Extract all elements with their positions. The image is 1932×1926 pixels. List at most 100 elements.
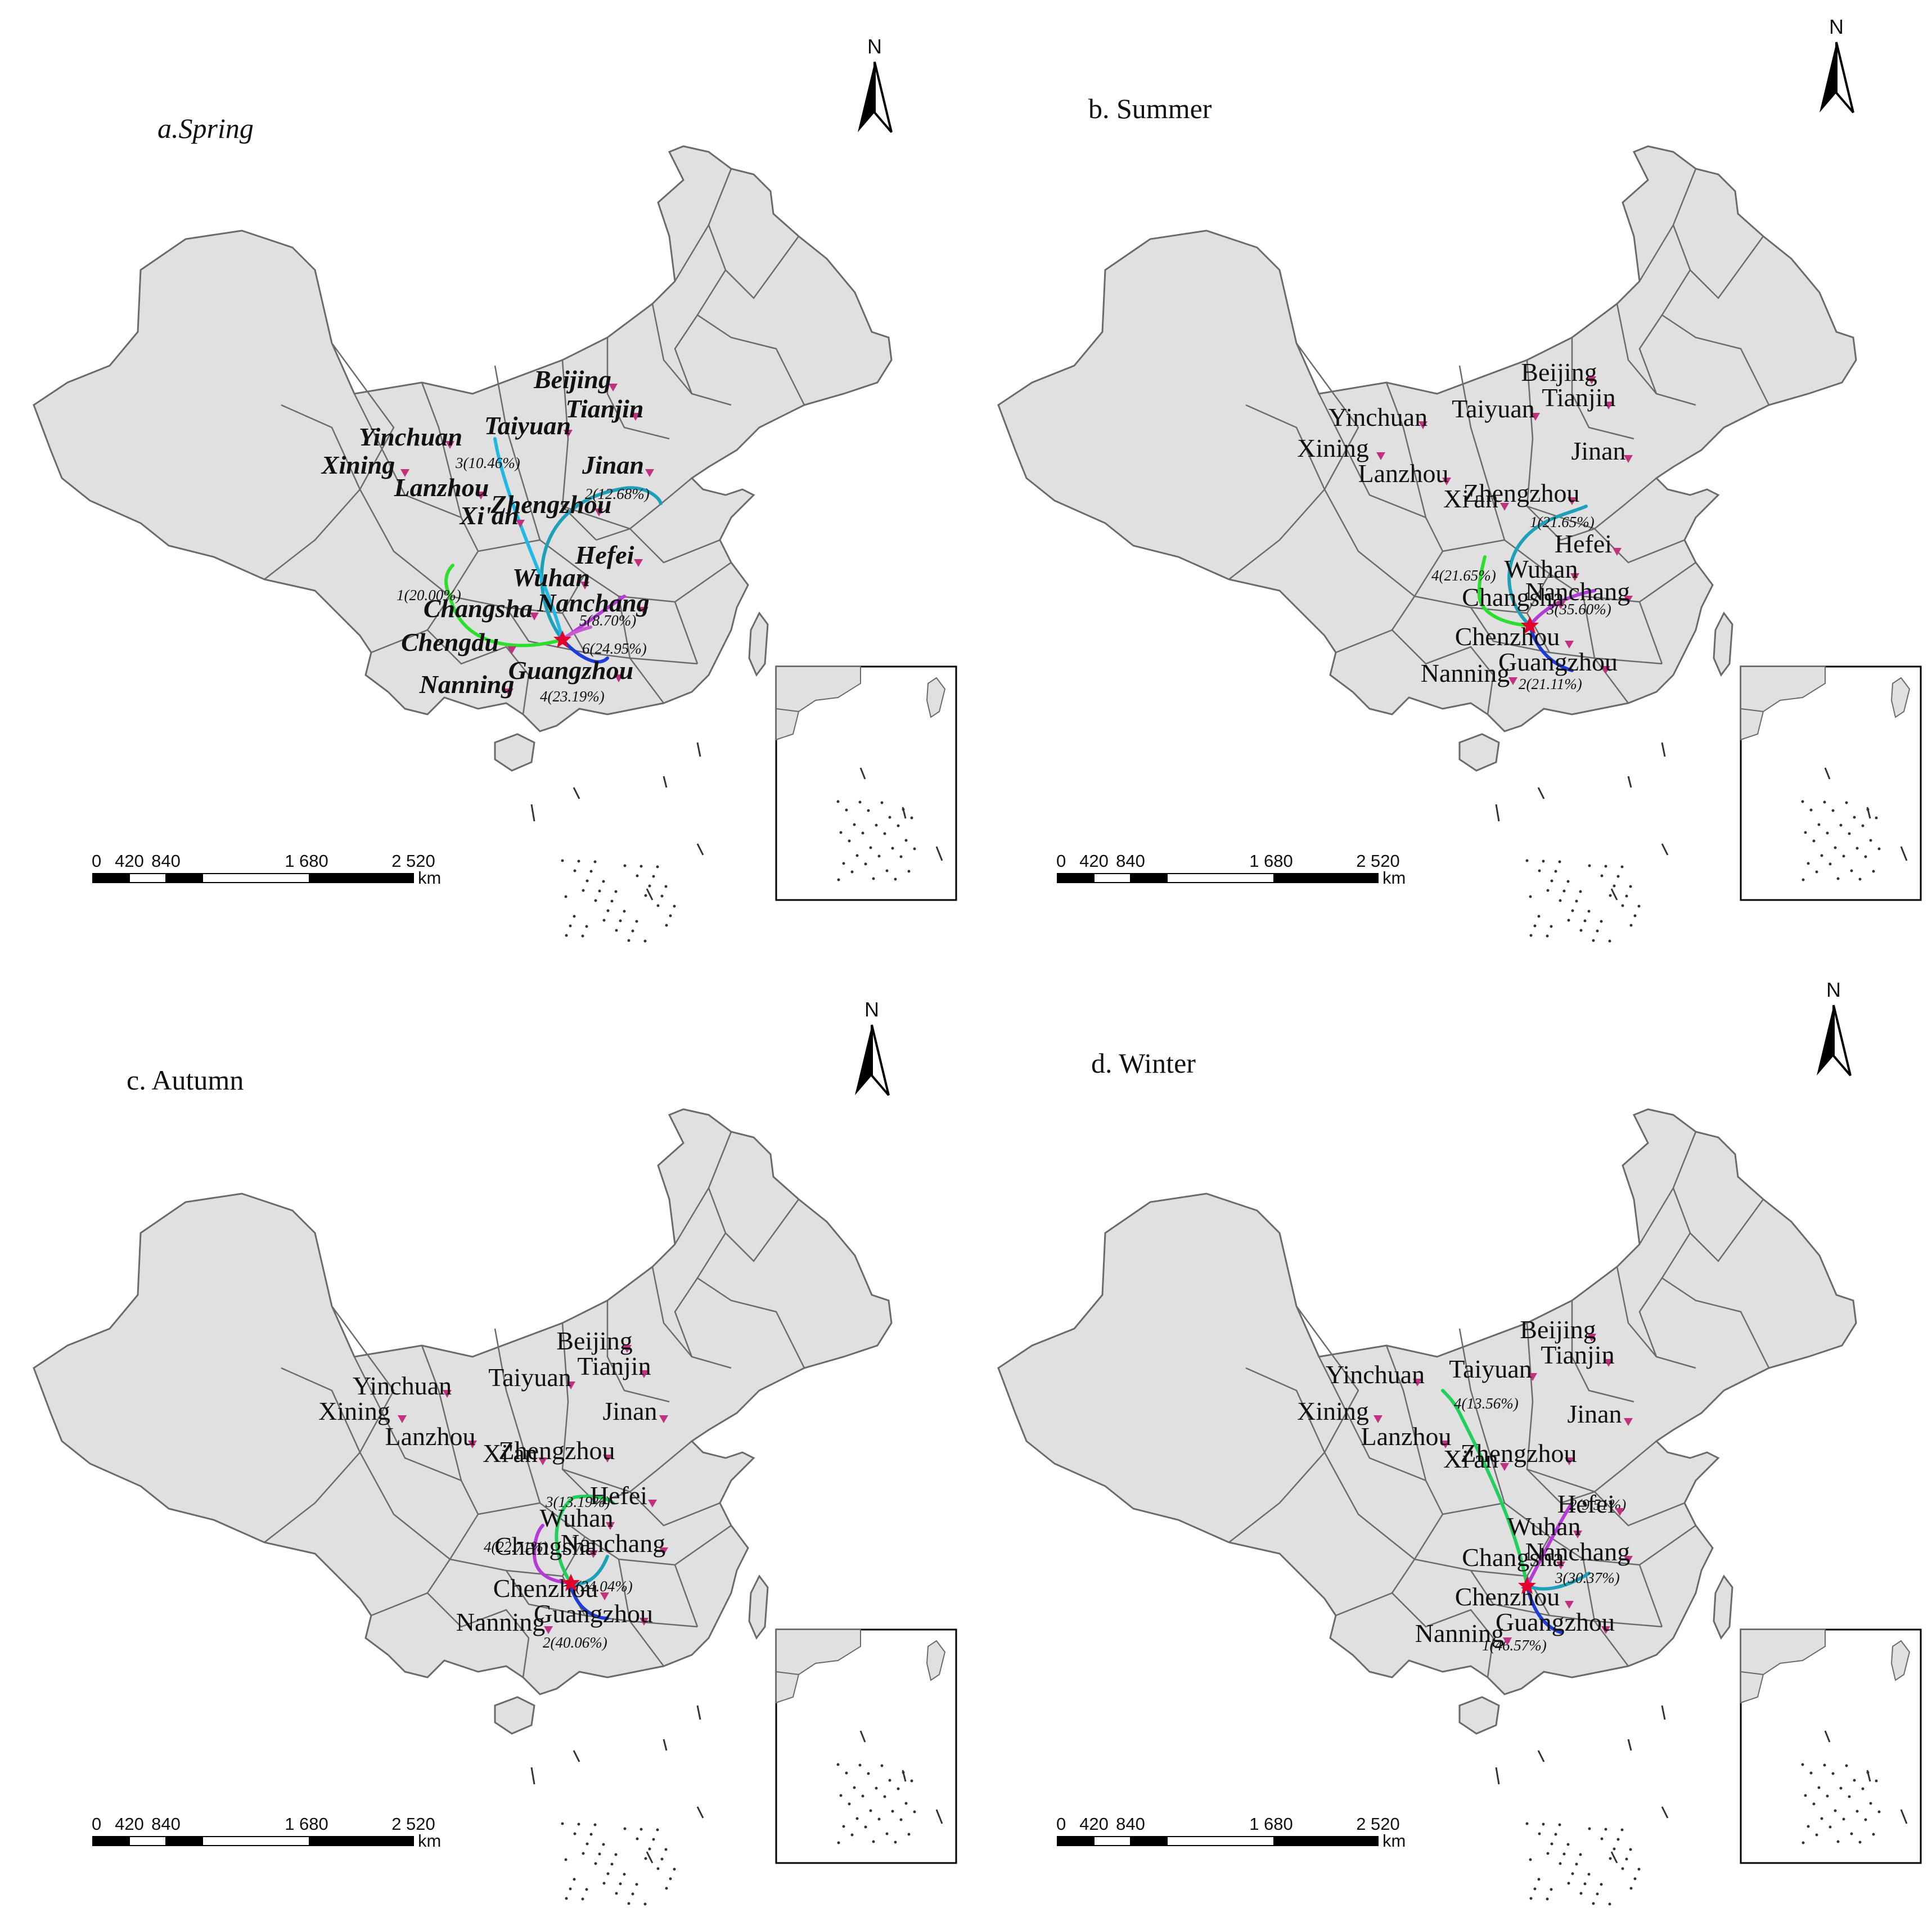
city-marker-icon [1565, 1457, 1574, 1465]
city-label: Beijing [1520, 1315, 1596, 1344]
city-marker-icon [1568, 497, 1577, 505]
city-label: Chenzhou [1455, 622, 1560, 651]
city-marker-icon [659, 1415, 668, 1423]
city-marker-icon [580, 582, 589, 590]
taiwan-island [748, 612, 769, 676]
city-marker-icon [1442, 478, 1451, 485]
city-label: Beijing [533, 365, 611, 394]
city-marker-icon [1624, 455, 1633, 463]
city-label: Xi'an [459, 501, 519, 530]
city-label: Changsha [494, 1532, 596, 1560]
city-marker-icon [443, 1390, 452, 1398]
city-label: Zhengzhou [1463, 479, 1580, 507]
trajectory-2-label: 2(12.68%) [585, 485, 650, 502]
city-marker-icon [1373, 1415, 1382, 1423]
city-label: Taiyuan [1452, 394, 1535, 423]
city-label: Zhengzhou [490, 490, 612, 519]
city-marker-icon [1508, 677, 1517, 685]
north-arrow-icon: N [1817, 978, 1852, 1077]
trajectory-4-label: 4(13.56%) [1454, 1395, 1519, 1412]
city-label: Hefei [590, 1481, 647, 1510]
south-china-sea-inset [775, 665, 957, 901]
city-marker-icon [1624, 1556, 1633, 1564]
city-marker-icon [1376, 452, 1385, 460]
city-label: Changsha [1462, 1543, 1564, 1572]
city-marker-icon [631, 413, 640, 421]
trajectory-3-path [1528, 589, 1596, 627]
city-label: Tianjin [1542, 383, 1615, 412]
scale-tick-label: 1 680 [285, 1814, 328, 1834]
city-label: Hefei [1557, 1490, 1615, 1518]
city-label: Nanning [456, 1608, 545, 1636]
city-label: Tianjin [1541, 1340, 1614, 1369]
trajectory-3-path [493, 437, 564, 641]
hainan-island [1458, 1696, 1500, 1735]
scale-tick-label: 1 680 [1249, 1814, 1293, 1834]
city-label: Tianjin [577, 1352, 651, 1380]
city-marker-icon [623, 1345, 632, 1353]
city-label: Taiyuan [488, 1363, 571, 1392]
city-label: Nanning [1415, 1619, 1504, 1648]
city-label: Guangzhou [508, 656, 633, 685]
north-arrow-icon: N [1820, 15, 1854, 114]
trajectory-2-path [540, 486, 663, 641]
scale-unit-label: km [1382, 1831, 1406, 1851]
city-marker-icon [648, 1500, 657, 1508]
city-marker-icon [640, 1618, 648, 1626]
city-label: Yinchuan [1326, 1360, 1425, 1389]
city-label: Jinan [582, 451, 644, 479]
scale-tick-label: 1 680 [285, 851, 328, 871]
city-marker-icon [400, 469, 409, 477]
hainan-island [494, 733, 535, 772]
south-sea-dashes [1495, 742, 1669, 943]
trajectory-3-label: 3(13.19%) [545, 1493, 610, 1510]
city-label: Xining [1297, 434, 1369, 462]
city-label: Jinan [602, 1397, 657, 1425]
city-label: Wuhan [1505, 555, 1578, 583]
trajectory-1-path [444, 564, 564, 647]
city-label: Jinan [1567, 1400, 1622, 1428]
trajectory-1-path [1507, 505, 1588, 627]
city-label: Chenzhou [1455, 1582, 1560, 1611]
south-china-sea-inset [1740, 1628, 1922, 1864]
scale-tick-label: 2 520 [391, 1814, 435, 1834]
city-label: Wuhan [540, 1504, 614, 1532]
city-marker-icon [1601, 666, 1610, 674]
city-label: Xining [321, 451, 395, 479]
trajectory-2-label: 2(40.06%) [543, 1634, 607, 1651]
trajectory-2-path [569, 1581, 609, 1620]
source-star-icon [553, 631, 571, 648]
scale-tick-label: 420 [1079, 851, 1109, 871]
scale-tick-label: 840 [1116, 1814, 1145, 1834]
city-marker-icon [530, 613, 539, 620]
city-marker-icon [614, 674, 623, 682]
trajectory-4-label: 4(21.65%) [1431, 567, 1496, 584]
trajectory-1-label: 1(46.57%) [1482, 1637, 1547, 1654]
city-marker-icon [564, 430, 573, 438]
city-marker-icon [634, 559, 643, 567]
south-sea-dashes [530, 742, 704, 943]
city-label: Taiyuan [1449, 1354, 1532, 1383]
city-marker-icon [1573, 1531, 1582, 1538]
scale-tick-label: 0 [92, 851, 101, 871]
trajectory-1-path [1525, 1584, 1562, 1634]
city-marker-icon [505, 688, 514, 696]
hainan-island [494, 1696, 535, 1735]
city-label: Nanchang [537, 588, 649, 617]
city-label: Hefei [575, 541, 634, 569]
city-marker-icon [1441, 1441, 1450, 1448]
city-marker-icon [1565, 641, 1574, 649]
city-marker-icon [445, 441, 454, 449]
south-china-sea-inset [775, 1628, 957, 1864]
city-marker-icon [516, 520, 525, 528]
city-marker-icon [507, 646, 516, 654]
scale-tick-label: 420 [1079, 1814, 1109, 1834]
scale-tick-label: 2 520 [391, 851, 435, 871]
city-marker-icon [1528, 1373, 1537, 1381]
city-label: Lanzhou [385, 1422, 476, 1451]
scale-tick-label: 840 [1116, 851, 1145, 871]
scale-unit-label: km [418, 1831, 441, 1851]
